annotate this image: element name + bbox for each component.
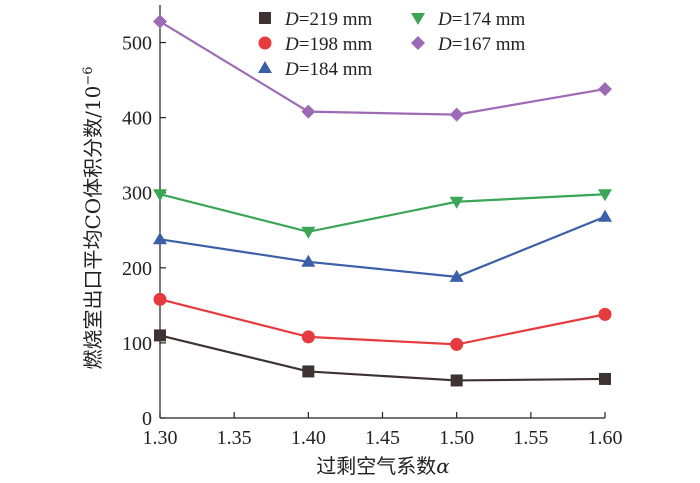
x-tick-label: 1.55 (513, 427, 548, 449)
y-axis-title-text: 燃烧室出口平均CO体积分数/10 (81, 86, 105, 370)
legend-marker (259, 12, 271, 24)
data-point (598, 307, 612, 321)
legend-entry: D=167 mm (411, 34, 525, 55)
series-line (159, 20, 606, 116)
data-point (153, 232, 167, 245)
y-tick-label: 200 (122, 258, 152, 280)
y-tick-label: 500 (122, 33, 152, 55)
y-tick-label: 100 (122, 333, 152, 355)
series-1 (154, 329, 611, 387)
legend-marker (258, 61, 272, 73)
data-point (154, 329, 166, 342)
legend-label: D=174 mm (437, 9, 525, 30)
data-point (153, 292, 167, 306)
data-point (153, 14, 167, 29)
x-tick-label: 1.50 (439, 427, 474, 449)
y-axis-title: 燃烧室出口平均CO体积分数/10−6 (81, 66, 105, 369)
legend-marker (258, 36, 272, 50)
x-tick-label: 1.30 (143, 427, 178, 449)
legend-label: D=219 mm (284, 9, 372, 30)
data-point (301, 104, 316, 119)
legend-marker (411, 36, 425, 50)
series-5 (153, 14, 612, 122)
data-point (449, 107, 464, 122)
legend-label: D=184 mm (284, 59, 372, 80)
data-point (599, 372, 611, 385)
series-line (159, 193, 606, 233)
y-tick-label: 400 (122, 108, 152, 130)
legend-label: D=167 mm (437, 34, 525, 55)
x-axis-title-symbol: α (436, 454, 450, 478)
legend-entry: D=198 mm (258, 34, 372, 55)
series-3 (153, 209, 612, 282)
data-point (301, 254, 316, 267)
x-tick-label: 1.40 (291, 427, 326, 449)
series-layer (153, 14, 612, 387)
data-point (449, 269, 464, 282)
x-tick-label: 1.35 (217, 427, 252, 449)
data-point (301, 330, 315, 344)
data-point (302, 365, 315, 378)
legend-entry: D=174 mm (411, 9, 525, 30)
data-point (450, 337, 464, 351)
series-2 (153, 292, 612, 351)
series-4 (153, 189, 612, 239)
data-point (153, 189, 167, 202)
series-line (159, 334, 606, 382)
legend-entry: D=219 mm (259, 9, 372, 30)
data-point (449, 196, 464, 209)
data-point (450, 374, 463, 387)
data-point (598, 82, 612, 97)
data-point (598, 189, 612, 202)
legend-label: D=198 mm (284, 34, 372, 55)
data-point (598, 209, 612, 222)
y-tick-label: 300 (122, 183, 152, 205)
x-tick-label: 1.60 (588, 427, 623, 449)
axes: 1.30 1.35 1.40 1.45 1.50 1.55 1.60 0 100 200 300 40… (122, 5, 623, 449)
x-axis-title: 过剩空气系数α (316, 454, 450, 478)
legend-entry: D=184 mm (258, 59, 372, 80)
x-tick-label: 1.45 (365, 427, 400, 449)
series-line (159, 215, 606, 278)
y-axis-title-exponent: −6 (81, 66, 96, 85)
data-point (301, 226, 316, 239)
x-axis-title-text: 过剩空气系数 (316, 454, 436, 478)
series-line (159, 298, 606, 346)
legend-marker (411, 13, 425, 25)
legend: D=219 mm D=174 mm D=198 mm D=167 mm D=184 mm (258, 9, 525, 80)
y-tick-label: 0 (142, 408, 152, 430)
